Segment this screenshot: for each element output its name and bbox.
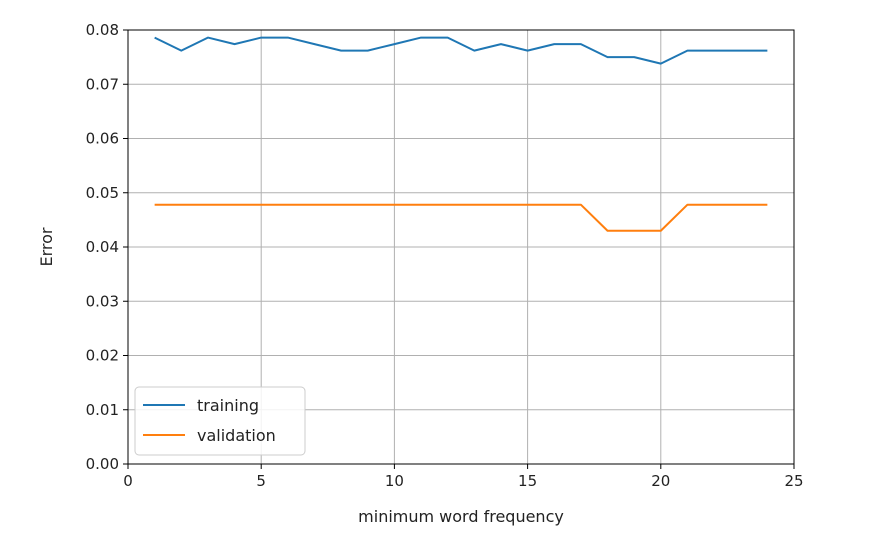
x-tick-label: 15 [518,472,537,490]
series-line-validation [154,203,768,232]
x-tick-label: 20 [651,472,670,490]
x-tick-label: 5 [256,472,266,490]
x-tick-label: 10 [385,472,404,490]
y-tick-label: 0.07 [86,75,119,93]
y-tick-label: 0.06 [86,130,119,148]
y-axis-title: Error [37,227,56,266]
y-tick-label: 0.01 [86,401,119,419]
y-tick-label: 0.03 [86,292,119,310]
x-tick-label: 0 [123,472,133,490]
series-lines [154,36,768,232]
series-line-training [154,36,768,65]
legend-label-training: training [197,396,259,415]
y-tick-label: 0.05 [86,184,119,202]
x-axis-title: minimum word frequency [358,507,564,526]
y-tick-label: 0.04 [86,238,119,256]
axis-ticks: 0 5 10 15 20 25 0.00 0.01 0.02 0.03 0.04 0.05 0.06 0.… [86,21,804,490]
y-tick-label: 0.08 [86,21,119,39]
y-tick-label: 0.00 [86,455,119,473]
legend-label-validation: validation [197,426,276,445]
x-tick-label: 25 [784,472,803,490]
legend: training validation [134,386,306,456]
y-tick-label: 0.02 [86,347,119,365]
